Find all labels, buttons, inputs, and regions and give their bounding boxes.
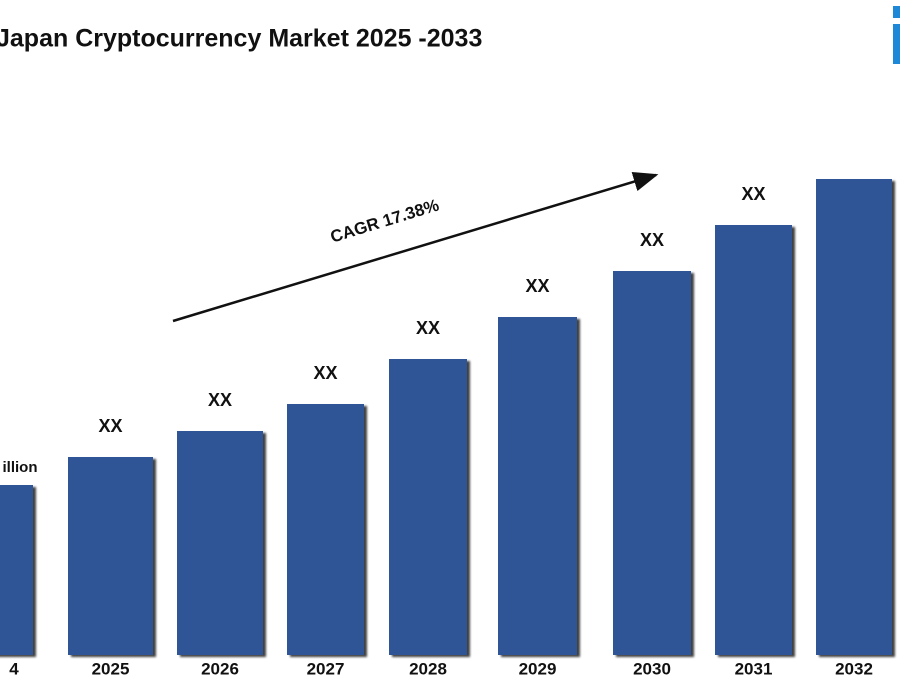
bar xyxy=(389,359,467,655)
value-label: XX xyxy=(525,276,549,296)
x-tick-label: 2025 xyxy=(92,659,130,678)
chart-title: Japan Cryptocurrency Market 2025 -2033 xyxy=(0,25,482,53)
x-tick-label: 2028 xyxy=(409,659,447,678)
x-tick-label: 2031 xyxy=(735,659,773,678)
x-tick-label: 2032 xyxy=(835,659,873,678)
bar xyxy=(613,271,691,655)
bar xyxy=(68,457,153,655)
trend-arrow xyxy=(172,171,659,323)
value-label: XX xyxy=(98,416,122,436)
bar xyxy=(498,317,577,655)
bar xyxy=(816,179,892,655)
x-tick-label: 2030 xyxy=(633,659,671,678)
logo xyxy=(893,6,900,64)
x-tick-label: 2026 xyxy=(201,659,239,678)
value-label: XX xyxy=(208,390,232,410)
value-label: XX xyxy=(741,184,765,204)
x-tick-label: 2029 xyxy=(519,659,557,678)
value-label: XX xyxy=(416,318,440,338)
x-tick-label: 2027 xyxy=(307,659,345,678)
value-label: illion xyxy=(3,459,38,476)
x-tick-label: 4 xyxy=(9,659,19,678)
bar xyxy=(287,404,364,655)
value-label: XX xyxy=(640,230,664,250)
bar xyxy=(0,485,33,655)
cagr-annotation: CAGR 17.38% xyxy=(328,196,441,247)
bar xyxy=(177,431,263,655)
bar xyxy=(715,225,792,655)
value-label: XX xyxy=(313,363,337,383)
